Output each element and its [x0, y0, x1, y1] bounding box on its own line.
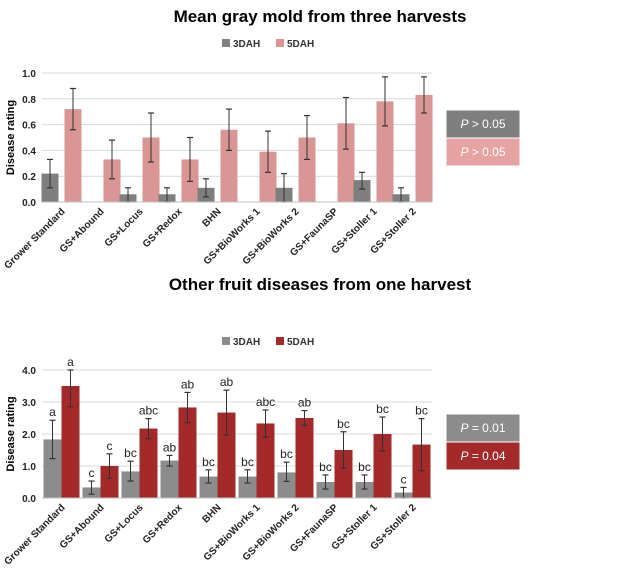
x-tick-label: BHN: [201, 206, 224, 229]
y-axis-label: Disease rating: [5, 396, 17, 471]
p-value-box: [445, 413, 521, 443]
bar-5DAH: [217, 412, 236, 498]
bar-3DAH: [121, 471, 140, 498]
p-value-value: > 0.05: [468, 117, 505, 131]
significance-letter: bc: [415, 404, 428, 418]
p-value-value: = 0.01: [468, 421, 505, 435]
y-tick-label: 2.0: [22, 430, 36, 441]
bar-5DAH: [220, 129, 238, 202]
p-value-text: P = 0.04: [460, 449, 505, 463]
y-axis-label: Disease rating: [5, 100, 17, 175]
bar-5DAH: [100, 466, 119, 498]
significance-letter: bc: [202, 455, 215, 469]
y-tick-label: 0.6: [22, 121, 36, 132]
p-value-text: P > 0.05: [460, 145, 505, 159]
legend-swatch-5DAH: [276, 337, 284, 345]
legend-swatch-3DAH: [222, 337, 230, 345]
bar-5DAH: [61, 386, 80, 498]
x-tick-label: Grower Standard: [2, 206, 67, 271]
bar-5DAH: [256, 423, 275, 498]
significance-letter: bc: [319, 460, 332, 474]
y-tick-label: 0.2: [22, 172, 36, 183]
bar-3DAH: [238, 476, 257, 498]
bar-3DAH: [43, 439, 62, 498]
p-value-box: [445, 441, 521, 471]
bar-3DAH: [160, 460, 179, 498]
y-tick-label: 0.0: [22, 494, 36, 505]
bar-5DAH: [376, 101, 394, 202]
significance-letter: a: [67, 355, 74, 369]
x-tick-label: GS+Redox: [141, 502, 185, 546]
significance-letter: c: [107, 439, 113, 453]
p-value-text: P > 0.05: [460, 117, 505, 131]
x-tick-label: BHN: [201, 502, 224, 525]
bar-3DAH: [277, 472, 296, 498]
significance-letter: ab: [181, 377, 195, 391]
bar-5DAH: [295, 418, 314, 498]
bar-5DAH: [298, 137, 316, 202]
y-tick-label: 4.0: [22, 366, 36, 377]
legend-label-5DAH: 5DAH: [287, 39, 314, 50]
chart-1: Mean gray mold from three harvests 3DAH 5D…: [2, 7, 521, 271]
bar-5DAH: [103, 159, 121, 202]
bar-5DAH: [139, 428, 158, 498]
x-tick-label: GS+Locus: [103, 502, 146, 545]
bar-3DAH: [353, 180, 371, 202]
bar-5DAH: [64, 109, 82, 202]
significance-letter: ab: [220, 375, 234, 389]
p-value-prefix: P: [460, 145, 468, 159]
legend-label-3DAH: 3DAH: [233, 337, 260, 348]
chart-title: Other fruit diseases from one harvest: [169, 275, 472, 294]
p-value-prefix: P: [460, 421, 468, 435]
chart-2: Other fruit diseases from one harvest 3DA…: [2, 275, 521, 567]
significance-letter: bc: [124, 446, 137, 460]
legend-swatch-5DAH: [276, 39, 284, 47]
bar-3DAH: [199, 476, 218, 498]
p-value-value: > 0.05: [468, 145, 505, 159]
p-value-value: = 0.04: [468, 449, 505, 463]
significance-letter: c: [89, 466, 95, 480]
significance-letter: bc: [280, 447, 293, 461]
chart-title: Mean gray mold from three harvests: [174, 7, 467, 26]
y-tick-label: 3.0: [22, 398, 36, 409]
bar-5DAH: [178, 407, 197, 498]
bar-5DAH: [259, 151, 277, 202]
significance-letter: ab: [298, 396, 312, 410]
bar-3DAH: [355, 482, 374, 498]
p-value-prefix: P: [460, 117, 468, 131]
significance-letter: abc: [139, 404, 158, 418]
p-value-prefix: P: [460, 449, 468, 463]
bar-5DAH: [373, 434, 392, 498]
significance-letter: bc: [358, 460, 371, 474]
significance-letter: ab: [163, 440, 177, 454]
bar-3DAH: [316, 482, 335, 498]
x-tick-label: Grower Standard: [2, 502, 67, 567]
x-tick-label: GS+Redox: [141, 206, 185, 250]
significance-letter: bc: [376, 402, 389, 416]
bar-5DAH: [337, 123, 355, 202]
significance-letter: bc: [337, 417, 350, 431]
bar-5DAH: [334, 450, 353, 498]
y-tick-label: 0.0: [22, 198, 36, 209]
bar-5DAH: [415, 94, 433, 202]
p-value-text: P = 0.01: [460, 421, 505, 435]
significance-letter: a: [49, 405, 56, 419]
significance-letter: abc: [256, 395, 275, 409]
legend-label-5DAH: 5DAH: [287, 337, 314, 348]
y-tick-label: 0.8: [22, 95, 36, 106]
p-value-box: [445, 137, 521, 167]
x-tick-label: GS+Locus: [103, 206, 146, 249]
y-tick-label: 0.4: [22, 146, 36, 157]
significance-letter: bc: [241, 455, 254, 469]
bar-5DAH: [142, 137, 160, 202]
significance-letter: c: [401, 472, 407, 486]
legend-label-3DAH: 3DAH: [233, 39, 260, 50]
y-tick-label: 1.0: [22, 462, 36, 473]
legend-swatch-3DAH: [222, 39, 230, 47]
y-tick-label: 1.0: [22, 69, 36, 80]
